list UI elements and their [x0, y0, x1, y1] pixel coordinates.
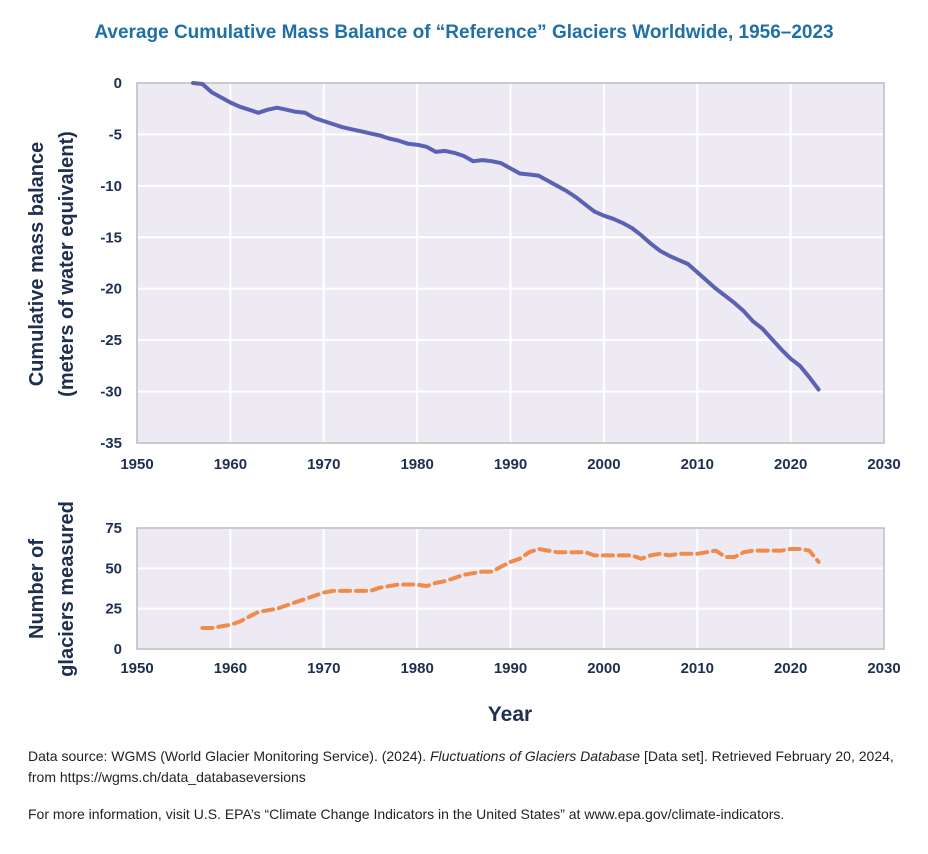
y-tick-label: -25	[100, 332, 122, 349]
x-tick-label: 2030	[867, 456, 900, 473]
mass-balance-panel: 1950 1960 1970 1980 1990 2000 2010 2020 2030 0 -5 -…	[26, 75, 901, 473]
source-prefix: Data source: WGMS (World Glacier Monitor…	[28, 748, 427, 764]
source-italic: Fluctuations of Glaciers Database	[429, 748, 641, 764]
glacier-chart: 1950 1960 1970 1980 1990 2000 2010 2020 2030 0 -5 -…	[26, 75, 901, 726]
mass-balance-line	[191, 81, 821, 392]
x-tick-label: 1960	[214, 660, 247, 677]
x-tick-label: 2010	[681, 456, 714, 473]
chart-title: Average Cumulative Mass Balance of “Refe…	[94, 22, 834, 43]
y-tick-label: -35	[100, 435, 122, 452]
y-tick-label: 0	[114, 641, 122, 658]
data-source-note: Data source: WGMS (World Glacier Monitor…	[28, 746, 908, 788]
source-suffix: [Data set]. Retrieved February 20, 2024,…	[28, 748, 894, 785]
y-axis-label-line2: glaciers measured	[56, 501, 78, 677]
y-axis-label-line1: Number of	[26, 539, 48, 639]
x-tick-label: 1960	[214, 456, 247, 473]
y-tick-label: -30	[100, 384, 122, 401]
x-tick-label: 2000	[587, 456, 620, 473]
glacier-count-line	[200, 547, 821, 630]
glacier-count-panel: 1950 1960 1970 1980 1990 2000 2010 2020 2030 0 25 5…	[26, 501, 901, 677]
x-axis-label: Year	[488, 703, 532, 726]
x-tick-label: 1970	[307, 660, 340, 677]
x-tick-label: 2020	[774, 456, 807, 473]
y-tick-label: -20	[100, 281, 122, 298]
x-tick-label: 1950	[120, 456, 153, 473]
x-tick-label: 2010	[681, 660, 714, 677]
plot-frame	[136, 527, 885, 650]
y-tick-label: 25	[105, 601, 122, 618]
y-axis-label-line2: (meters of water equivalent)	[56, 131, 78, 397]
x-tick-label: 1980	[400, 660, 433, 677]
y-tick-label: 50	[105, 560, 122, 577]
x-tick-label: 1950	[120, 660, 153, 677]
y-tick-label: -5	[109, 126, 122, 143]
x-tick-label: 2030	[867, 660, 900, 677]
x-tick-label: 2020	[774, 660, 807, 677]
plot-frame	[136, 82, 885, 444]
y-tick-label: -15	[100, 229, 122, 246]
y-tick-label: 0	[114, 75, 122, 92]
x-tick-label: 1990	[494, 456, 527, 473]
x-tick-label: 1990	[494, 660, 527, 677]
x-tick-label: 1980	[400, 456, 433, 473]
y-tick-label: -10	[100, 178, 122, 195]
more-info-note: For more information, visit U.S. EPA’s “…	[28, 806, 785, 822]
x-tick-label: 2000	[587, 660, 620, 677]
x-tick-label: 1970	[307, 456, 340, 473]
y-axis-label-line1: Cumulative mass balance	[26, 142, 48, 387]
y-tick-label: 75	[105, 520, 122, 537]
